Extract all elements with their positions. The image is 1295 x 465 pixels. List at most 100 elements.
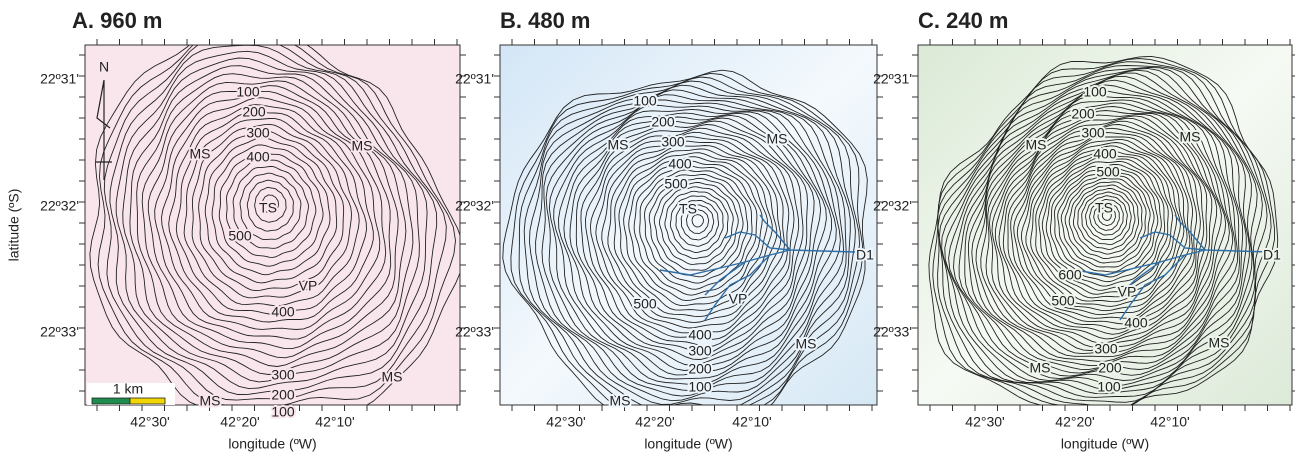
- contour-line: [89, 45, 460, 405]
- contour-line: [633, 164, 758, 296]
- drainage-line: [704, 254, 771, 321]
- map-label: MS: [200, 393, 221, 409]
- map-panel: C. 240 m 22º31' 22º32' 22º33' 42°30' 42°20' 42…: [873, 8, 1295, 452]
- contour-line: [183, 118, 360, 307]
- contour-line: [623, 156, 768, 307]
- drainage-line: [724, 231, 856, 253]
- contour-line: [239, 172, 302, 241]
- contour-line: [569, 117, 815, 366]
- y-tick-label: 22º31': [455, 71, 494, 87]
- map-label: 300: [271, 367, 295, 383]
- contour-line: [659, 186, 734, 265]
- map-label: 500: [1051, 293, 1075, 309]
- map-label: 400: [246, 149, 270, 165]
- contour-line: [254, 187, 287, 223]
- map-label: VP: [299, 278, 318, 294]
- x-tick-label: 42°10': [1150, 414, 1189, 430]
- contour-line: [191, 123, 352, 299]
- y-tick-label: 22º33': [40, 324, 79, 340]
- contour-line: [198, 130, 345, 292]
- contour-line: [1093, 202, 1120, 231]
- contour-line: [129, 65, 414, 375]
- contour-line: [998, 117, 1208, 340]
- map-label: 300: [246, 125, 270, 141]
- contour-line: [1064, 178, 1147, 264]
- contour-line: [958, 79, 1244, 377]
- contour-line: [675, 199, 720, 247]
- scale-bar-green: [91, 397, 131, 405]
- contour-line: [161, 97, 381, 330]
- contour-line: [1013, 132, 1193, 319]
- map-label: TS: [1095, 200, 1113, 216]
- contour-line: [97, 45, 456, 405]
- map-background: [499, 44, 878, 406]
- contour-line: [1101, 210, 1112, 221]
- contour-line: [664, 190, 729, 260]
- scale-bar-yellow: [129, 397, 166, 405]
- y-tick-label: 22º32': [40, 198, 79, 214]
- contour-line: [232, 166, 309, 249]
- contour-line: [607, 145, 782, 324]
- contour-line: [975, 99, 1234, 362]
- map-label: 300: [661, 134, 685, 150]
- contour-line: [1002, 120, 1205, 335]
- map-panel: A. 960 m 22º31' 22º32' 22º33' 42°30' 42°20' 42…: [40, 8, 466, 452]
- contour-line: [154, 90, 387, 340]
- contours: [928, 55, 1279, 405]
- drainage-line: [759, 214, 791, 251]
- x-tick-label: 42°30': [965, 414, 1004, 430]
- y-tick-label: 22º33': [455, 324, 494, 340]
- panel-title: A. 960 m: [72, 8, 163, 33]
- contour-line: [589, 131, 795, 340]
- x-tick-label: 42°20': [1055, 414, 1094, 430]
- drainage-line: [1074, 249, 1206, 276]
- contour-line: [1010, 127, 1198, 325]
- contour-line: [1030, 145, 1181, 303]
- map-label: VP: [729, 291, 748, 307]
- contour-line: [518, 76, 860, 405]
- contour-line: [585, 127, 800, 347]
- contour-line: [1060, 174, 1151, 268]
- map-label: 300: [1081, 125, 1105, 141]
- contour-line: [1045, 161, 1166, 287]
- contour-line: [644, 173, 749, 284]
- contour-line: [653, 181, 739, 271]
- contour-line: [115, 50, 428, 390]
- x-tick-label: 42°10': [732, 414, 771, 430]
- map-label: 400: [1093, 146, 1117, 162]
- contour-line: [204, 137, 338, 284]
- map-label: 400: [1124, 315, 1148, 331]
- contour-line: [246, 179, 294, 232]
- map-label: TS: [259, 200, 277, 216]
- map-label: 400: [688, 327, 712, 343]
- contour-line: [680, 204, 715, 241]
- drainage-line: [704, 261, 746, 296]
- map-label: 100: [688, 379, 712, 395]
- x-tick-label: 42°20': [220, 414, 259, 430]
- map-label: MS: [1030, 360, 1051, 376]
- contour-line: [226, 159, 317, 258]
- map-label: 100: [633, 93, 657, 109]
- map-label: MS: [608, 137, 629, 153]
- map-label: 200: [688, 361, 712, 377]
- map-label: 500: [664, 176, 688, 192]
- map-label: 200: [242, 104, 266, 120]
- contour-line: [937, 65, 1268, 403]
- map-label: 100: [1097, 379, 1121, 395]
- contour-line: [502, 69, 868, 405]
- contour-line: [964, 84, 1240, 374]
- map-label: 600: [1058, 267, 1082, 283]
- contour-line: [535, 89, 847, 402]
- contour-line: [938, 66, 1263, 398]
- contour-line: [980, 102, 1230, 358]
- contour-line: [1016, 136, 1191, 316]
- map-label: MS: [382, 369, 403, 385]
- contour-line: [103, 45, 447, 401]
- contour-line: [1041, 157, 1169, 291]
- contour-line: [691, 214, 704, 228]
- map-label: 200: [1071, 106, 1095, 122]
- contour-line: [595, 136, 790, 334]
- contour-line: [613, 148, 778, 318]
- map-label: 200: [271, 387, 295, 403]
- contour-line: [1007, 124, 1201, 330]
